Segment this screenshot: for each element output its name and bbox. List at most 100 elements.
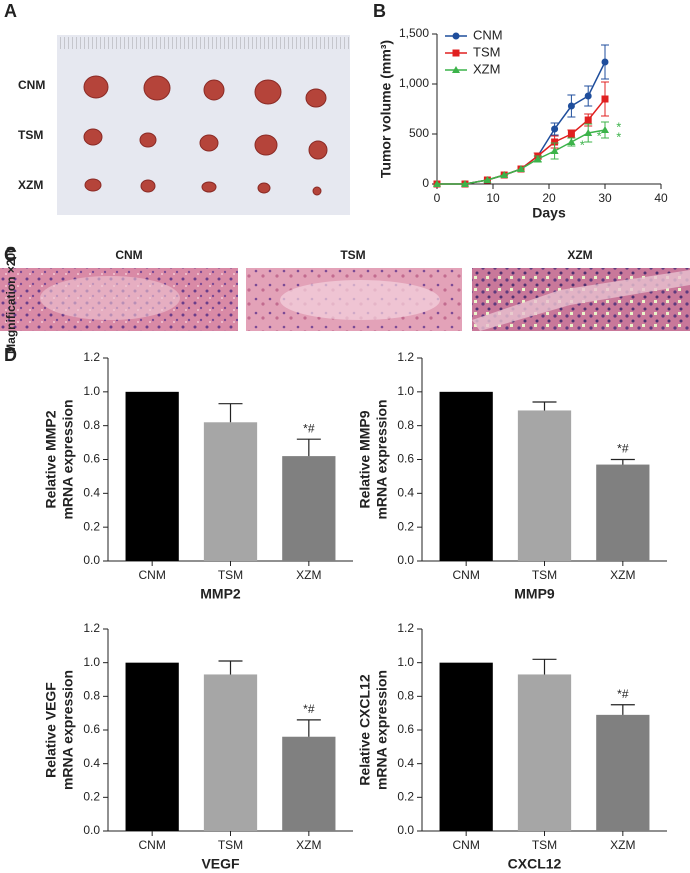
- marker: [584, 116, 592, 124]
- legend-marker: [452, 49, 460, 57]
- y-tick-label: 500: [409, 126, 429, 140]
- y-axis-label: mRNA expression: [60, 399, 76, 519]
- annotation: *: [597, 128, 602, 143]
- row-label: TSM: [18, 128, 43, 142]
- legend-marker: [452, 66, 460, 73]
- tumors: [83, 75, 328, 196]
- y-tick-label: 1.2: [83, 621, 100, 635]
- annotation: *#: [617, 442, 629, 456]
- legend-marker: [452, 32, 460, 40]
- panel-label: B: [373, 1, 386, 21]
- y-axis-label: Relative CXCL12: [357, 674, 373, 785]
- bar: [282, 456, 336, 561]
- x-tick-label: CNM: [139, 568, 166, 582]
- y-axis-label: mRNA expression: [374, 399, 390, 519]
- y-tick-label: 1.2: [397, 350, 414, 364]
- bar: [203, 422, 258, 561]
- bar: [517, 674, 572, 831]
- x-tick-label: TSM: [218, 568, 243, 582]
- magnification-note: Magnification ×200: [4, 246, 18, 354]
- marker: [601, 95, 609, 103]
- annotation: *: [580, 137, 585, 152]
- marker: [550, 147, 559, 154]
- bar: [439, 391, 493, 561]
- marker: [551, 125, 559, 133]
- y-tick-label: 0.0: [397, 823, 414, 837]
- x-tick-label: 30: [598, 191, 612, 205]
- y-tick-label: 0.6: [83, 452, 100, 466]
- x-tick-label: 0: [434, 191, 441, 205]
- marker: [433, 180, 441, 187]
- y-tick-label: 1.0: [397, 655, 414, 669]
- marker: [601, 58, 609, 66]
- y-tick-label: 0.2: [83, 790, 100, 804]
- marker: [461, 180, 469, 187]
- x-tick-label: XZM: [296, 838, 321, 852]
- marker: [483, 176, 492, 183]
- row-label: XZM: [18, 178, 43, 192]
- x-axis-label: VEGF: [201, 856, 240, 872]
- error-bar: [218, 403, 243, 423]
- bar: [125, 662, 179, 831]
- x-axis-label: MMP9: [514, 586, 555, 602]
- x-tick-label: TSM: [532, 838, 557, 852]
- series-line: [437, 129, 606, 185]
- annotation: *#: [617, 687, 629, 701]
- y-tick-label: 1.2: [83, 350, 100, 364]
- marker: [517, 165, 525, 172]
- y-tick-label: 0.8: [83, 418, 100, 432]
- marker: [567, 102, 575, 110]
- x-tick-label: CNM: [453, 838, 480, 852]
- annotation: *: [616, 119, 621, 134]
- column-label: XZM: [567, 248, 592, 262]
- x-tick-label: CNM: [453, 568, 480, 582]
- x-tick-label: 20: [542, 191, 556, 205]
- panel-label: A: [4, 1, 17, 21]
- marker: [584, 129, 593, 136]
- column-label: TSM: [340, 248, 365, 262]
- x-tick-label: TSM: [218, 838, 243, 852]
- x-tick-label: 40: [654, 191, 668, 205]
- panel-label: D: [4, 345, 17, 365]
- error-bar: [218, 660, 243, 675]
- marker: [500, 171, 509, 178]
- histology-detail: [472, 270, 690, 331]
- error-bar: [610, 458, 635, 465]
- y-tick-label: 1.0: [83, 384, 100, 398]
- y-tick-label: 0.6: [83, 722, 100, 736]
- annotation: *#: [303, 702, 315, 716]
- bar: [517, 410, 572, 561]
- bar: [596, 714, 650, 831]
- y-axis-label: mRNA expression: [60, 670, 76, 790]
- marker: [551, 138, 559, 146]
- bar: [125, 391, 179, 561]
- y-tick-label: 1.2: [397, 621, 414, 635]
- y-tick-label: 0.0: [397, 553, 414, 567]
- y-tick-label: 0.6: [397, 722, 414, 736]
- y-axis-label: mRNA expression: [374, 670, 390, 790]
- x-tick-label: CNM: [139, 838, 166, 852]
- legend-label: TSM: [473, 44, 500, 59]
- annotation: *#: [303, 421, 315, 435]
- y-tick-label: 0.0: [83, 823, 100, 837]
- error-bar: [532, 401, 557, 411]
- legend-label: XZM: [473, 61, 500, 76]
- y-tick-label: 0.4: [397, 486, 414, 500]
- y-tick-label: 0.4: [83, 756, 100, 770]
- error-bar: [296, 438, 321, 457]
- marker: [533, 155, 542, 162]
- y-tick-label: 0.2: [397, 519, 414, 533]
- y-tick-label: 0.8: [397, 418, 414, 432]
- error-bar: [532, 658, 557, 675]
- bar: [282, 736, 336, 831]
- ruler: [57, 37, 350, 49]
- y-tick-label: 0: [422, 176, 429, 190]
- error-bar: [296, 719, 321, 737]
- marker: [601, 126, 609, 133]
- y-tick-label: 1,500: [399, 26, 429, 40]
- panel-label: C: [4, 245, 17, 265]
- x-axis-label: MMP2: [200, 586, 241, 602]
- y-axis-label: Relative MMP9: [357, 410, 373, 508]
- bar: [596, 464, 650, 561]
